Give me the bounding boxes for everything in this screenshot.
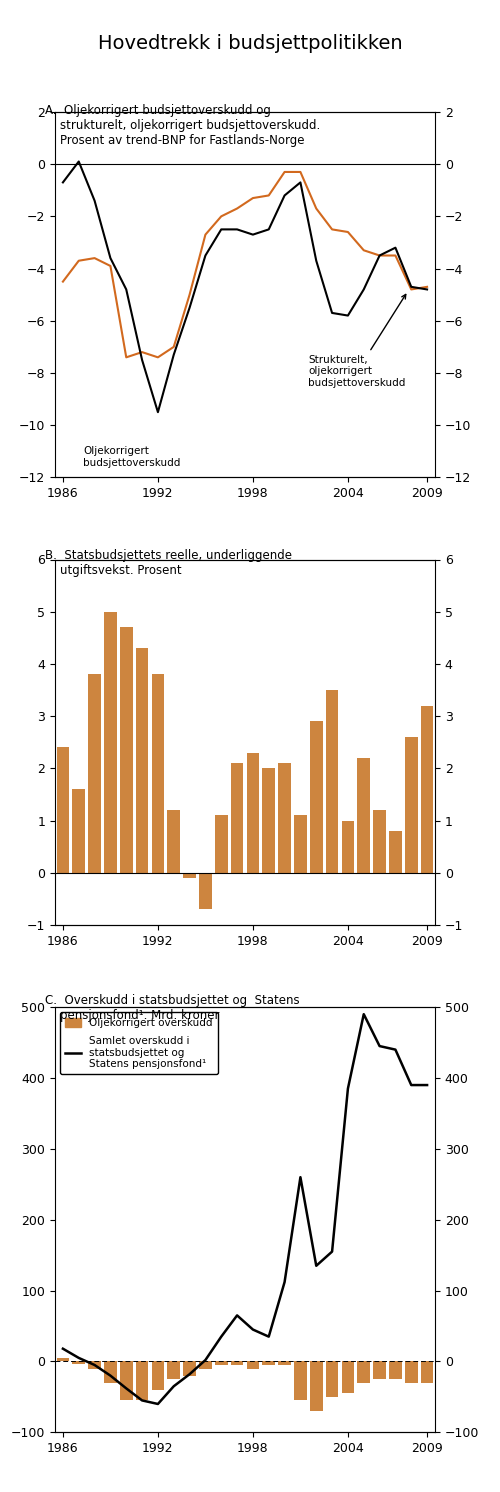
Bar <box>56 1358 70 1361</box>
Bar <box>389 831 402 873</box>
Text: Hovedtrekk i budsjettpolitikken: Hovedtrekk i budsjettpolitikken <box>98 34 403 54</box>
Bar <box>278 762 291 873</box>
Bar <box>120 1361 132 1401</box>
Bar <box>405 1361 417 1383</box>
Bar <box>104 1361 117 1383</box>
Bar <box>326 689 338 873</box>
Bar <box>88 1361 101 1368</box>
Bar <box>72 789 85 873</box>
Bar <box>56 747 70 873</box>
Bar <box>152 674 164 873</box>
Bar <box>215 1361 228 1365</box>
Bar <box>294 815 307 873</box>
Bar <box>246 752 260 873</box>
Text: B.  Statsbudsjettets reelle, underliggende
    utgiftsvekst. Prosent: B. Statsbudsjettets reelle, underliggend… <box>45 549 292 577</box>
Bar <box>373 1361 386 1379</box>
Bar <box>199 1361 212 1368</box>
Bar <box>310 1361 322 1411</box>
Bar <box>342 1361 354 1394</box>
Bar <box>342 821 354 873</box>
Bar <box>120 627 132 873</box>
Bar <box>231 762 243 873</box>
Bar <box>294 1361 307 1401</box>
Bar <box>215 815 228 873</box>
Bar <box>183 1361 196 1376</box>
Bar <box>104 612 117 873</box>
Bar <box>199 873 212 909</box>
Bar <box>326 1361 338 1397</box>
Bar <box>421 706 434 873</box>
Bar <box>168 1361 180 1379</box>
Bar <box>405 737 417 873</box>
Bar <box>72 1361 85 1364</box>
Text: A.  Oljekorrigert budsjettoverskudd og
    strukturelt, oljekorrigert budsjettov: A. Oljekorrigert budsjettoverskudd og st… <box>45 104 320 148</box>
Text: Oljekorrigert
budsjettoverskudd: Oljekorrigert budsjettoverskudd <box>84 446 181 467</box>
Bar <box>358 758 370 873</box>
Bar <box>246 1361 260 1368</box>
Bar <box>358 1361 370 1383</box>
Bar <box>373 810 386 873</box>
Bar <box>278 1361 291 1365</box>
Bar <box>262 768 275 873</box>
Bar <box>421 1361 434 1383</box>
Bar <box>310 721 322 873</box>
Bar <box>136 1361 148 1401</box>
Bar <box>152 1361 164 1391</box>
Text: C.  Overskudd i statsbudsjettet og  Statens
    pensjonsfond¹. Mrd. kroner: C. Overskudd i statsbudsjettet og Staten… <box>45 994 300 1022</box>
Bar <box>262 1361 275 1365</box>
Legend: Oljekorrigert overskudd, Samlet overskudd i
statsbudsjettet og
Statens pensjonsf: Oljekorrigert overskudd, Samlet overskud… <box>60 1012 218 1074</box>
Bar <box>88 674 101 873</box>
Text: Strukturelt,
oljekorrigert
budsjettoverskudd: Strukturelt, oljekorrigert budsjettovers… <box>308 294 406 388</box>
Bar <box>136 648 148 873</box>
Bar <box>168 810 180 873</box>
Bar <box>231 1361 243 1365</box>
Bar <box>389 1361 402 1379</box>
Bar <box>183 873 196 877</box>
